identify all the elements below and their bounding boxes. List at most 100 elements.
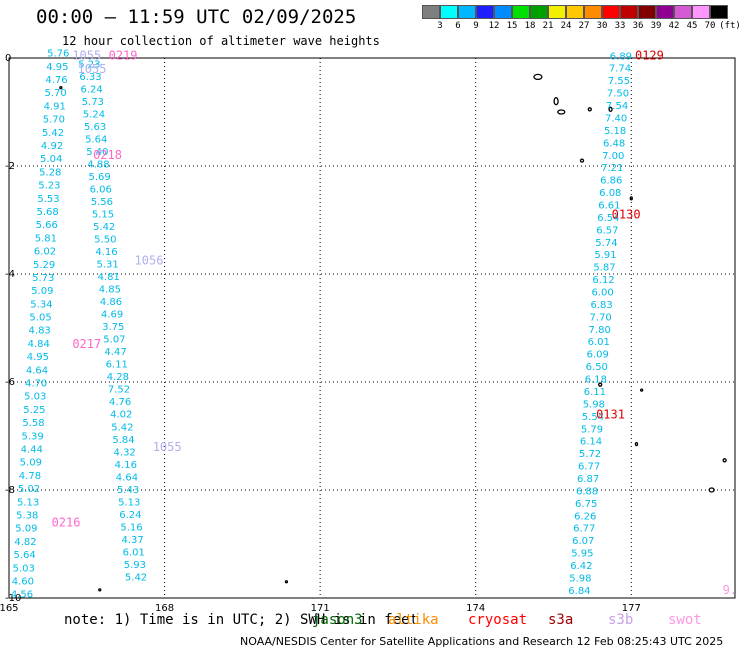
y-tick-label: -10: [5, 593, 21, 604]
swh-value-label: 5.84: [112, 435, 134, 446]
swh-value-label: 5.81: [35, 233, 57, 244]
chart-subtitle: 12 hour collection of altimeter wave hei…: [62, 34, 380, 48]
swh-value-label: 5.98: [569, 573, 591, 584]
swh-value-label: 6.00: [591, 288, 613, 299]
swh-value-label: 7.40: [605, 113, 627, 124]
swh-value-label: 4.16: [115, 460, 137, 471]
scale-swatch: [638, 5, 656, 19]
swh-value-label: 5.74: [595, 238, 617, 249]
island-outline: [284, 580, 289, 584]
satellite-legend-item: jason3: [312, 612, 363, 628]
swh-value-label: 5.18: [604, 126, 626, 137]
swh-value-label: 4.47: [104, 347, 126, 358]
chart-title: 00:00 – 11:59 UTC 02/09/2025: [36, 6, 357, 28]
swh-value-label: 5.76: [47, 49, 69, 60]
scale-swatch: [584, 5, 602, 19]
scale-tick-label: 30: [596, 21, 608, 31]
scale-swatch: [494, 5, 512, 19]
swh-value-label: 7.00: [602, 151, 624, 162]
scale-tick-label: 18: [524, 21, 536, 31]
pass-time-annotation: 0218: [93, 148, 122, 162]
swh-value-label: 5.15: [92, 210, 114, 221]
swh-value-label: 4.37: [122, 535, 144, 546]
island-outline: [708, 487, 715, 493]
scale-tick-label: 3: [437, 21, 443, 31]
swh-value-label: 5.58: [22, 418, 44, 429]
swh-value-label: 4.69: [101, 310, 123, 321]
swh-value-label: 6.89: [610, 51, 632, 62]
island-outline: [598, 382, 603, 387]
y-tick-label: 0: [5, 53, 11, 64]
swh-value-label: 5.42: [42, 128, 64, 139]
scale-tick-label: 33: [614, 21, 626, 31]
scale-swatch: [512, 5, 530, 19]
swh-value-label: 5.43: [117, 485, 139, 496]
swh-value-label: 4.82: [14, 537, 36, 548]
swh-value-label: 6.24: [81, 84, 103, 95]
swh-value-label: 5.09: [31, 286, 53, 297]
track-time-label: 0217: [72, 337, 101, 351]
swh-value-label: 4.02: [110, 410, 132, 421]
swh-value-label: 6.86: [600, 176, 622, 187]
swh-value-label: 5.91: [594, 250, 616, 261]
swh-value-label: 4.32: [114, 447, 136, 458]
swh-value-label: 5.29: [33, 260, 55, 271]
swh-value-label: 6.33: [79, 72, 101, 83]
y-tick-label: -8: [5, 485, 15, 496]
swh-value-label: 6.88: [576, 486, 598, 497]
scale-swatch: [692, 5, 710, 19]
swh-value-label: 5.42: [125, 572, 147, 583]
swh-value-label: 6.18: [585, 375, 607, 386]
pass-time-annotation: 9.: [723, 583, 737, 597]
swh-value-label: 5.64: [13, 550, 35, 561]
pass-time-annotation: 0129: [635, 48, 664, 62]
scale-tick-label: 27: [578, 21, 590, 31]
scale-swatch: [440, 5, 458, 19]
track-time-label: 0216: [52, 515, 81, 529]
scale-swatch: [530, 5, 548, 19]
x-tick-label: 168: [155, 603, 174, 614]
swh-value-label: 6.08: [599, 188, 621, 199]
swh-value-label: 6.26: [574, 511, 596, 522]
island-outline: [98, 588, 102, 592]
scale-tick-label: 70: [704, 21, 716, 31]
swh-value-label: 5.70: [43, 115, 65, 126]
scale-swatch: [422, 5, 440, 19]
swh-value-label: 6.61: [598, 200, 620, 211]
scale-tick-label: 6: [455, 21, 461, 31]
pass-time-annotation: 1056: [135, 254, 164, 268]
swh-value-label: 5.87: [593, 263, 615, 274]
swh-value-label: 5.95: [571, 549, 593, 560]
swh-value-label: 5.98: [583, 399, 605, 410]
scale-tick-label: 15: [506, 21, 518, 31]
swh-value-label: 6.54: [597, 213, 619, 224]
swh-value-label: 5.09: [20, 458, 42, 469]
swh-value-label: 4.56: [11, 590, 33, 601]
y-tick-label: -6: [5, 377, 15, 388]
swh-value-label: 4.78: [19, 471, 41, 482]
swh-value-label: 6.50: [586, 362, 608, 373]
swh-value-label: 6.24: [119, 510, 141, 521]
scale-swatch: [620, 5, 638, 19]
swh-value-label: 7.74: [609, 64, 631, 75]
swh-value-label: 5.42: [93, 222, 115, 233]
swh-value-label: 5.70: [44, 88, 66, 99]
swh-value-label: 5.50: [94, 235, 116, 246]
swh-value-label: 5.72: [579, 449, 601, 460]
swh-value-label: 6.57: [596, 225, 618, 236]
island-outline: [640, 388, 644, 392]
swh-value-label: 5.13: [118, 497, 140, 508]
swh-value-label: 5.93: [124, 560, 146, 571]
swh-value-label: 5.23: [38, 181, 60, 192]
swh-value-label: 6.77: [578, 462, 600, 473]
swh-value-label: 5.63: [84, 122, 106, 133]
swh-value-label: 5.13: [17, 497, 39, 508]
scale-swatch: [476, 5, 494, 19]
swh-value-label: 5.54: [582, 412, 604, 423]
swh-value-label: 6.42: [570, 561, 592, 572]
swh-value-label: 4.76: [109, 397, 131, 408]
scale-tick-label: (ft): [719, 21, 740, 31]
swh-value-label: 5.53: [37, 194, 59, 205]
swh-value-label: 5.07: [103, 335, 125, 346]
